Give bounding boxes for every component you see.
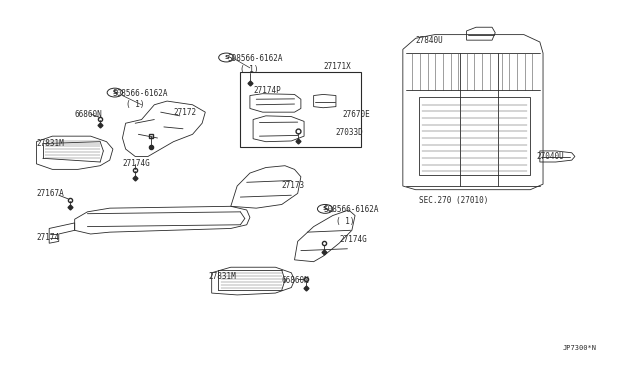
Text: S: S — [113, 90, 117, 95]
Text: S08566-6162A: S08566-6162A — [323, 205, 379, 215]
Text: S08566-6162A: S08566-6162A — [113, 89, 168, 98]
Text: S: S — [323, 206, 328, 211]
Text: 27831M: 27831M — [209, 272, 236, 281]
Text: SEC.270 (27010): SEC.270 (27010) — [419, 196, 488, 205]
Text: JP7300*N: JP7300*N — [562, 346, 596, 352]
Text: 27174G: 27174G — [339, 235, 367, 244]
Text: 27174G: 27174G — [122, 159, 150, 169]
Text: 27174: 27174 — [36, 233, 60, 242]
Text: 66860N: 66860N — [75, 109, 102, 119]
Text: 27167A: 27167A — [36, 189, 64, 198]
Text: 27840U: 27840U — [415, 36, 444, 45]
Text: 27172: 27172 — [173, 108, 196, 117]
Text: S: S — [224, 55, 228, 60]
Text: 27040U: 27040U — [537, 152, 564, 161]
Text: 27173: 27173 — [282, 182, 305, 190]
Text: ( 1): ( 1) — [241, 65, 259, 74]
Text: 27670E: 27670E — [342, 109, 370, 119]
Text: 66860N: 66860N — [282, 276, 310, 285]
Text: 27831M: 27831M — [36, 139, 64, 148]
Text: 27033D: 27033D — [336, 128, 364, 137]
Text: ( 1): ( 1) — [125, 100, 144, 109]
Text: S08566-6162A: S08566-6162A — [228, 54, 283, 63]
Text: 27174P: 27174P — [253, 86, 281, 94]
Text: 27171X: 27171X — [323, 61, 351, 71]
Bar — [419, 97, 531, 175]
Text: ( 1): ( 1) — [336, 217, 355, 225]
